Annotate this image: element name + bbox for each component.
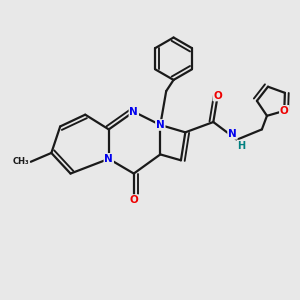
Text: O: O <box>280 106 289 116</box>
Text: N: N <box>156 120 165 130</box>
Text: H: H <box>237 141 245 151</box>
Text: N: N <box>104 154 113 164</box>
Text: O: O <box>213 91 222 100</box>
Text: N: N <box>129 107 138 117</box>
Text: CH₃: CH₃ <box>13 157 29 166</box>
Text: N: N <box>228 129 237 139</box>
Text: O: O <box>129 195 138 205</box>
